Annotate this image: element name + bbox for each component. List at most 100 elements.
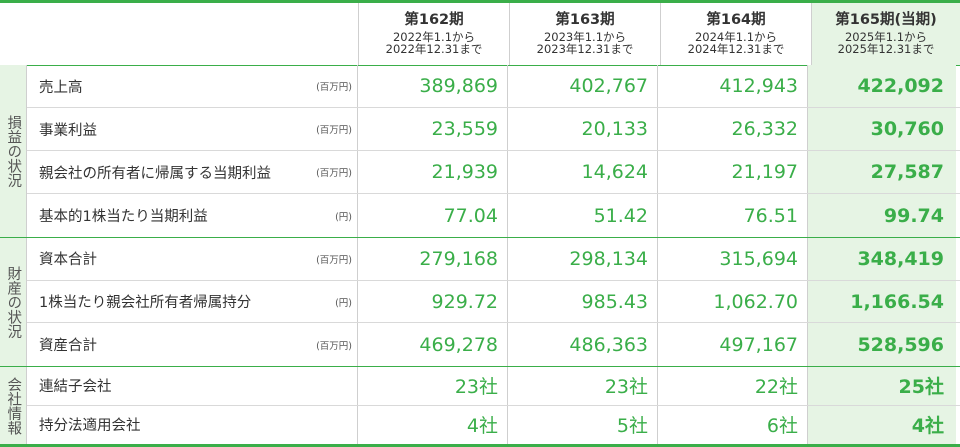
section-rows: 売上高 (百万円) 389,869 402,767 412,943 422,09… bbox=[27, 65, 960, 237]
row-name: 基本的1株当たり当期利益 bbox=[39, 209, 208, 225]
period-name: 第162期 bbox=[404, 12, 464, 29]
header-row: 第162期 2022年1.1から 2022年12.31まで 第163期 2023… bbox=[0, 3, 960, 66]
row-item: 1株当たり親会社所有者帰属持分 (円) bbox=[27, 280, 358, 323]
period-name: 第164期 bbox=[706, 12, 766, 29]
value-cell: 4社 bbox=[358, 405, 508, 444]
row-unit: (円) bbox=[335, 211, 352, 223]
row-name: 親会社の所有者に帰属する当期利益 bbox=[39, 165, 271, 182]
value-cell: 20,133 bbox=[508, 108, 658, 150]
section-label: 損益の状況 bbox=[0, 65, 27, 237]
current-value-cell: 4社 bbox=[808, 405, 956, 444]
period-from: 2025年1.1から bbox=[844, 29, 928, 44]
value-cell: 412,943 bbox=[658, 65, 808, 107]
period-header-163: 第163期 2023年1.1から 2023年12.31まで bbox=[510, 3, 661, 65]
value-cell: 497,167 bbox=[658, 323, 808, 367]
row-item: 親会社の所有者に帰属する当期利益 (百万円) bbox=[27, 151, 358, 193]
row-item: 基本的1株当たり当期利益 (円) bbox=[27, 194, 358, 237]
value-cell: 279,168 bbox=[358, 238, 508, 280]
value-cell: 929.72 bbox=[358, 280, 508, 323]
table-row: 持分法適用会社 4社 5社 6社 4社 bbox=[27, 405, 960, 444]
row-name: 持分法適用会社 bbox=[39, 418, 141, 435]
section-label-text: 財産の状況 bbox=[5, 265, 22, 339]
row-name: 事業利益 bbox=[39, 122, 97, 139]
table-row: 1株当たり親会社所有者帰属持分 (円) 929.72 985.43 1,062.… bbox=[27, 280, 960, 324]
period-name: 第163期 bbox=[555, 12, 615, 29]
period-header-165-current: 第165期(当期) 2025年1.1から 2025年12.31まで bbox=[812, 3, 960, 65]
header-corner bbox=[0, 3, 359, 65]
row-unit: (円) bbox=[335, 297, 352, 309]
row-name: 連結子会社 bbox=[39, 379, 112, 396]
period-to: 2023年12.31まで bbox=[536, 41, 634, 56]
period-name: 第165期(当期) bbox=[835, 12, 937, 29]
row-unit: (百万円) bbox=[316, 340, 352, 352]
value-cell: 77.04 bbox=[358, 194, 508, 237]
row-item: 連結子会社 bbox=[27, 367, 358, 405]
period-from: 2022年1.1から bbox=[392, 29, 476, 44]
current-value-cell: 30,760 bbox=[808, 108, 956, 150]
table-row: 基本的1株当たり当期利益 (円) 77.04 51.42 76.51 99.74 bbox=[27, 194, 960, 237]
row-unit: (百万円) bbox=[316, 168, 352, 179]
value-cell: 23,559 bbox=[358, 108, 508, 150]
value-cell: 298,134 bbox=[508, 238, 658, 280]
section-company-info: 会社情報 連結子会社 23社 23社 22社 25社 持分法適用会社 4社 5社 bbox=[0, 367, 960, 444]
row-name: 資本合計 bbox=[39, 252, 97, 269]
row-item: 資産合計 (百万円) bbox=[27, 323, 358, 367]
value-cell: 21,939 bbox=[358, 151, 508, 193]
value-cell: 76.51 bbox=[658, 194, 808, 237]
section-income: 損益の状況 売上高 (百万円) 389,869 402,767 412,943 … bbox=[0, 65, 960, 238]
row-item: 事業利益 (百万円) bbox=[27, 108, 358, 150]
table-row: 事業利益 (百万円) 23,559 20,133 26,332 30,760 bbox=[27, 108, 960, 151]
value-cell: 5社 bbox=[508, 405, 658, 444]
current-value-cell: 422,092 bbox=[808, 65, 956, 107]
value-cell: 402,767 bbox=[508, 65, 658, 107]
row-unit: (百万円) bbox=[316, 125, 352, 136]
period-header-164: 第164期 2024年1.1から 2024年12.31まで bbox=[661, 3, 812, 65]
section-label-text: 会社情報 bbox=[5, 376, 22, 435]
section-label: 財産の状況 bbox=[0, 238, 27, 366]
value-cell: 51.42 bbox=[508, 194, 658, 237]
row-item: 資本合計 (百万円) bbox=[27, 238, 358, 280]
value-cell: 22社 bbox=[658, 367, 808, 405]
row-name: 1株当たり親会社所有者帰属持分 bbox=[39, 295, 252, 312]
table-row: 連結子会社 23社 23社 22社 25社 bbox=[27, 367, 960, 406]
section-rows: 資本合計 (百万円) 279,168 298,134 315,694 348,4… bbox=[27, 238, 960, 367]
table-row: 資本合計 (百万円) 279,168 298,134 315,694 348,4… bbox=[27, 238, 960, 281]
period-from: 2023年1.1から bbox=[543, 29, 627, 44]
row-unit: (百万円) bbox=[316, 82, 352, 93]
table-row: 親会社の所有者に帰属する当期利益 (百万円) 21,939 14,624 21,… bbox=[27, 151, 960, 194]
current-value-cell: 99.74 bbox=[808, 194, 956, 237]
value-cell: 389,869 bbox=[358, 65, 508, 107]
value-cell: 21,197 bbox=[658, 151, 808, 193]
table-row: 売上高 (百万円) 389,869 402,767 412,943 422,09… bbox=[27, 65, 960, 108]
row-unit: (百万円) bbox=[316, 254, 352, 266]
period-to: 2025年12.31まで bbox=[837, 41, 935, 56]
current-value-cell: 27,587 bbox=[808, 151, 956, 193]
current-value-cell: 528,596 bbox=[808, 323, 956, 367]
period-to: 2022年12.31まで bbox=[385, 41, 483, 56]
current-value-cell: 348,419 bbox=[808, 238, 956, 280]
current-value-cell: 1,166.54 bbox=[808, 280, 956, 323]
value-cell: 985.43 bbox=[508, 280, 658, 323]
value-cell: 23社 bbox=[508, 367, 658, 405]
value-cell: 1,062.70 bbox=[658, 280, 808, 323]
value-cell: 23社 bbox=[358, 367, 508, 405]
current-value-cell: 25社 bbox=[808, 367, 956, 405]
row-item: 持分法適用会社 bbox=[27, 405, 358, 444]
section-assets: 財産の状況 資本合計 (百万円) 279,168 298,134 315,694… bbox=[0, 238, 960, 367]
row-name: 資産合計 bbox=[39, 338, 97, 355]
period-from: 2024年1.1から bbox=[694, 29, 778, 44]
section-label: 会社情報 bbox=[0, 367, 27, 444]
row-item: 売上高 (百万円) bbox=[27, 65, 358, 107]
section-rows: 連結子会社 23社 23社 22社 25社 持分法適用会社 4社 5社 6社 4… bbox=[27, 367, 960, 444]
value-cell: 26,332 bbox=[658, 108, 808, 150]
table-row: 資産合計 (百万円) 469,278 486,363 497,167 528,5… bbox=[27, 323, 960, 367]
period-header-162: 第162期 2022年1.1から 2022年12.31まで bbox=[359, 3, 510, 65]
section-label-text: 損益の状況 bbox=[5, 114, 22, 188]
value-cell: 486,363 bbox=[508, 323, 658, 367]
period-to: 2024年12.31まで bbox=[687, 41, 785, 56]
row-name: 売上高 bbox=[39, 79, 83, 96]
value-cell: 14,624 bbox=[508, 151, 658, 193]
value-cell: 315,694 bbox=[658, 238, 808, 280]
value-cell: 469,278 bbox=[358, 323, 508, 367]
